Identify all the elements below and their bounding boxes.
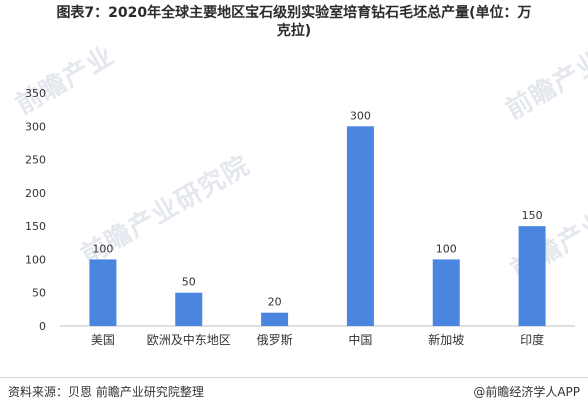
bar bbox=[89, 259, 117, 326]
y-tick-label: 350 bbox=[25, 87, 46, 100]
y-tick-label: 200 bbox=[25, 187, 46, 200]
bar-value-label: 100 bbox=[436, 242, 457, 255]
bar-value-label: 300 bbox=[350, 109, 371, 122]
y-tick-label: 50 bbox=[32, 287, 46, 300]
chart-title-line1: 图表7：2020年全球主要地区宝石级别实验室培育钻石毛坯总产量(单位：万 bbox=[56, 5, 532, 21]
x-tick-label: 美国 bbox=[91, 333, 115, 347]
bar bbox=[346, 126, 374, 327]
chart-title: 图表7：2020年全球主要地区宝石级别实验室培育钻石毛坯总产量(单位：万 克拉) bbox=[0, 4, 588, 40]
bar bbox=[175, 292, 203, 326]
x-tick-label: 新加坡 bbox=[428, 332, 464, 347]
bar bbox=[518, 226, 546, 326]
y-tick-label: 100 bbox=[25, 253, 46, 266]
x-tick-label: 中国 bbox=[348, 332, 372, 347]
x-tick-label: 俄罗斯 bbox=[257, 333, 293, 347]
bar-value-label: 150 bbox=[522, 209, 543, 222]
chart-title-line2: 克拉) bbox=[276, 23, 312, 39]
footer-divider bbox=[0, 377, 588, 378]
bar-value-label: 50 bbox=[182, 276, 196, 289]
y-tick-label: 0 bbox=[39, 320, 46, 333]
bar-value-label: 20 bbox=[268, 296, 282, 309]
x-axis-tick-labels: 美国 欧洲及中东地区 俄罗斯 中国 新加坡 印度 bbox=[91, 332, 544, 347]
bars-group bbox=[89, 126, 546, 327]
app-credit: @前瞻经济学人APP bbox=[473, 385, 580, 399]
bar-value-label: 100 bbox=[92, 242, 113, 255]
y-tick-label: 250 bbox=[25, 154, 46, 167]
bar bbox=[261, 312, 289, 326]
y-tick-label: 300 bbox=[25, 120, 46, 133]
bar bbox=[432, 259, 460, 326]
y-axis-tick-labels: 0 50 100 150 200 250 300 350 bbox=[25, 87, 46, 333]
y-tick-label: 150 bbox=[25, 220, 46, 233]
data-labels-group: 100 50 20 300 100 150 bbox=[92, 109, 542, 308]
x-tick-label: 欧洲及中东地区 bbox=[147, 332, 231, 347]
source-note: 资料来源：贝恩 前瞻产业研究院整理 bbox=[8, 385, 204, 399]
x-tick-label: 印度 bbox=[520, 332, 544, 347]
